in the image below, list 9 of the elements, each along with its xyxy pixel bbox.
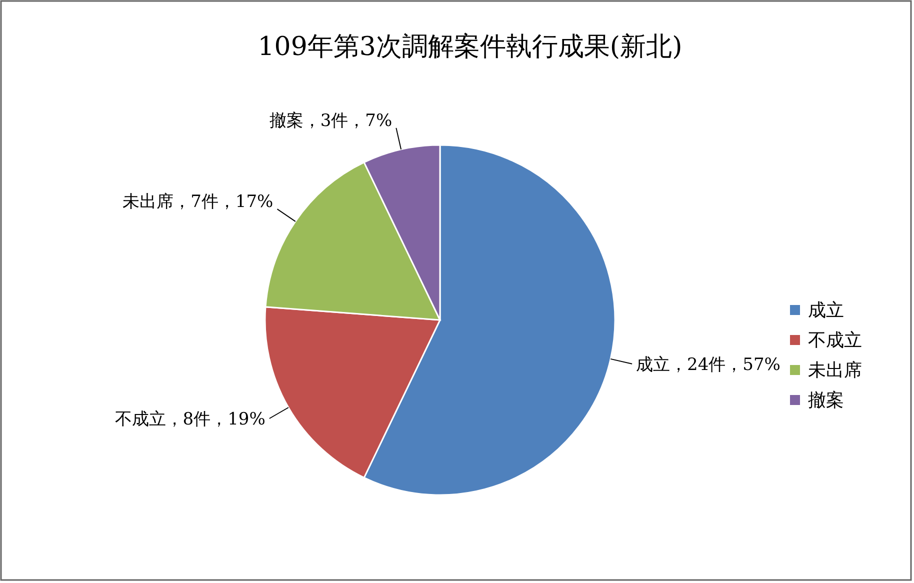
data-label: 未出席，7件，17% xyxy=(122,192,274,212)
data-label: 不成立，8件，19% xyxy=(114,410,266,430)
chart-title: 109年第3次調解案件執行成果(新北) xyxy=(258,32,682,62)
legend-label: 不成立 xyxy=(808,330,862,351)
legend-label: 撤案 xyxy=(808,390,844,411)
data-label: 成立，24件，57% xyxy=(636,354,780,375)
data-label: 撤案，3件，7% xyxy=(269,110,392,131)
legend-label: 成立 xyxy=(808,300,844,321)
legend-label: 未出席 xyxy=(808,360,862,381)
